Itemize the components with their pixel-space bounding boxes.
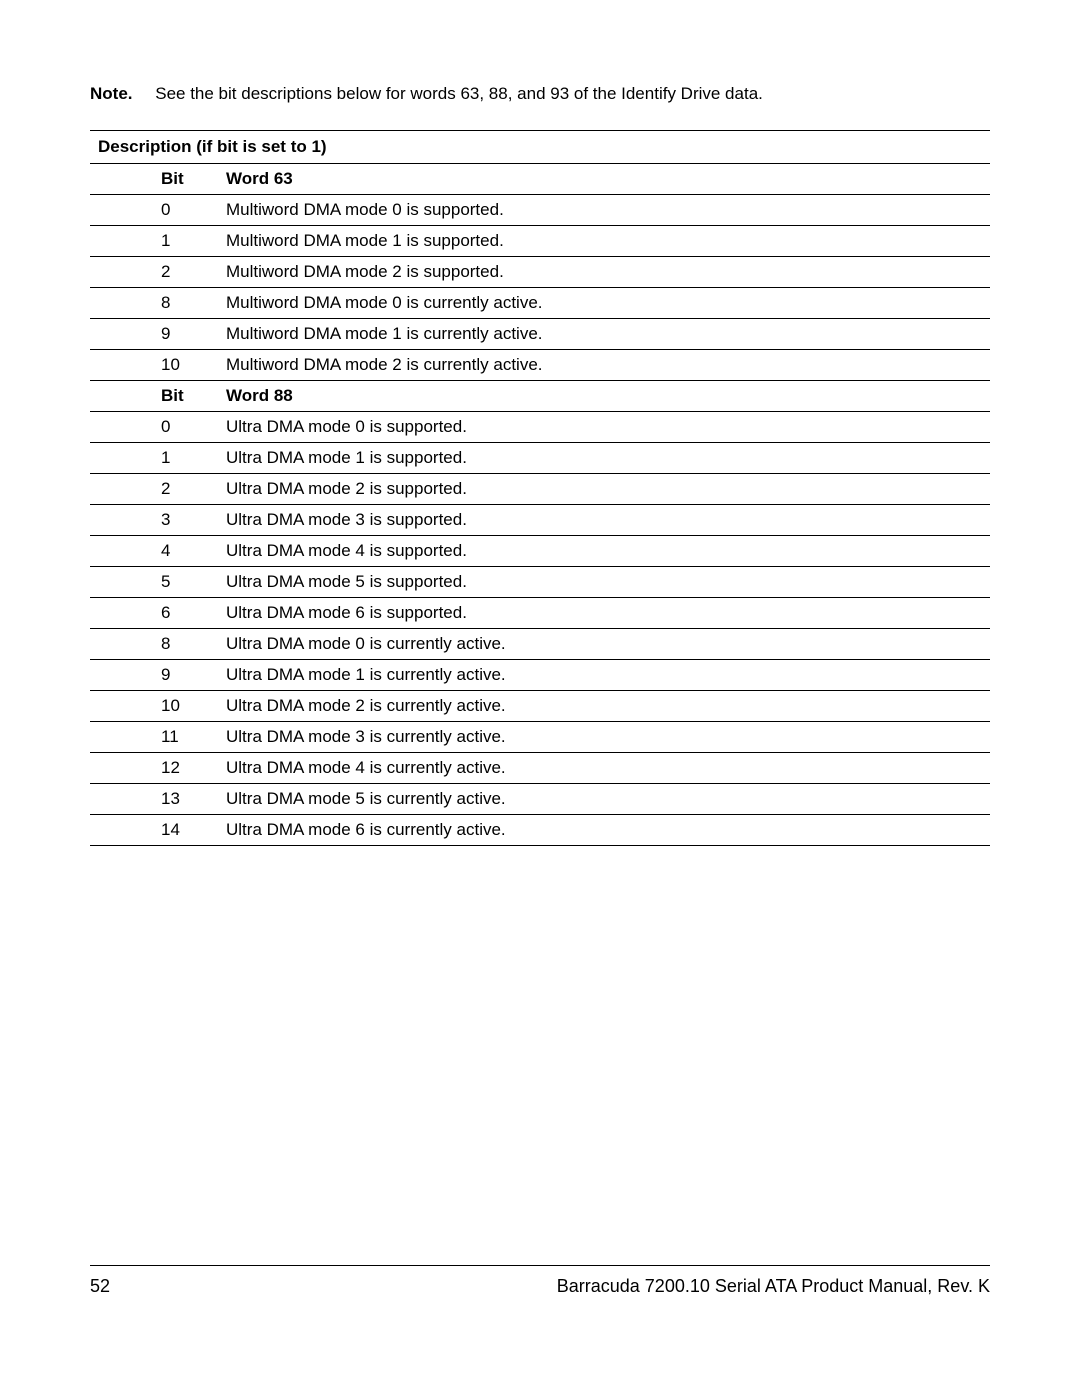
page-footer: 52 Barracuda 7200.10 Serial ATA Product … (90, 1265, 990, 1297)
bit-cell: 3 (153, 505, 218, 536)
indent-cell (90, 691, 153, 722)
desc-cell: Multiword DMA mode 2 is supported. (218, 257, 990, 288)
table-row: 4Ultra DMA mode 4 is supported. (90, 536, 990, 567)
bit-cell: 4 (153, 536, 218, 567)
indent-cell (90, 195, 153, 226)
bit-cell: 10 (153, 691, 218, 722)
table-row: 9Multiword DMA mode 1 is currently activ… (90, 319, 990, 350)
table-row: 8Multiword DMA mode 0 is currently activ… (90, 288, 990, 319)
desc-cell: Ultra DMA mode 1 is supported. (218, 443, 990, 474)
word-header: Word 88 (218, 381, 990, 412)
bit-cell: 8 (153, 288, 218, 319)
table-title: Description (if bit is set to 1) (90, 131, 990, 164)
bit-cell: 6 (153, 598, 218, 629)
table-row: 0Ultra DMA mode 0 is supported. (90, 412, 990, 443)
bit-cell: 9 (153, 660, 218, 691)
section-header-row: BitWord 88 (90, 381, 990, 412)
table-row: 0Multiword DMA mode 0 is supported. (90, 195, 990, 226)
table-title-row: Description (if bit is set to 1) (90, 131, 990, 164)
desc-cell: Ultra DMA mode 2 is currently active. (218, 691, 990, 722)
indent-cell (90, 226, 153, 257)
desc-cell: Multiword DMA mode 0 is currently active… (218, 288, 990, 319)
bit-cell: 11 (153, 722, 218, 753)
desc-cell: Ultra DMA mode 6 is currently active. (218, 815, 990, 846)
desc-cell: Multiword DMA mode 1 is supported. (218, 226, 990, 257)
table-row: 12Ultra DMA mode 4 is currently active. (90, 753, 990, 784)
table-row: 9Ultra DMA mode 1 is currently active. (90, 660, 990, 691)
desc-cell: Multiword DMA mode 2 is currently active… (218, 350, 990, 381)
indent-cell (90, 505, 153, 536)
bit-cell: 5 (153, 567, 218, 598)
indent-cell (90, 257, 153, 288)
bit-cell: 0 (153, 412, 218, 443)
desc-cell: Ultra DMA mode 3 is currently active. (218, 722, 990, 753)
table-row: 5Ultra DMA mode 5 is supported. (90, 567, 990, 598)
word-header: Word 63 (218, 164, 990, 195)
bit-cell: 12 (153, 753, 218, 784)
page-number: 52 (90, 1276, 110, 1297)
bit-cell: 2 (153, 474, 218, 505)
table-row: 8Ultra DMA mode 0 is currently active. (90, 629, 990, 660)
indent-cell (90, 288, 153, 319)
indent-cell (90, 319, 153, 350)
table-body: BitWord 630Multiword DMA mode 0 is suppo… (90, 164, 990, 846)
bit-header: Bit (153, 164, 218, 195)
desc-cell: Ultra DMA mode 4 is supported. (218, 536, 990, 567)
section-header-row: BitWord 63 (90, 164, 990, 195)
table-row: 11Ultra DMA mode 3 is currently active. (90, 722, 990, 753)
indent-cell (90, 567, 153, 598)
note-line: Note. See the bit descriptions below for… (90, 84, 990, 104)
table-row: 6Ultra DMA mode 6 is supported. (90, 598, 990, 629)
indent-cell (90, 784, 153, 815)
bit-cell: 8 (153, 629, 218, 660)
table-row: 3Ultra DMA mode 3 is supported. (90, 505, 990, 536)
desc-cell: Ultra DMA mode 2 is supported. (218, 474, 990, 505)
page: Note. See the bit descriptions below for… (0, 0, 1080, 1397)
desc-cell: Ultra DMA mode 4 is currently active. (218, 753, 990, 784)
bit-cell: 1 (153, 443, 218, 474)
indent-cell (90, 412, 153, 443)
indent-cell (90, 722, 153, 753)
indent-cell (90, 815, 153, 846)
table-row: 2Ultra DMA mode 2 is supported. (90, 474, 990, 505)
bit-cell: 10 (153, 350, 218, 381)
footer-title: Barracuda 7200.10 Serial ATA Product Man… (557, 1276, 990, 1297)
desc-cell: Ultra DMA mode 5 is supported. (218, 567, 990, 598)
table-row: 1Ultra DMA mode 1 is supported. (90, 443, 990, 474)
note-text: See the bit descriptions below for words… (155, 84, 763, 103)
desc-cell: Multiword DMA mode 1 is currently active… (218, 319, 990, 350)
indent-cell (90, 381, 153, 412)
bit-cell: 13 (153, 784, 218, 815)
bit-description-table: Description (if bit is set to 1) BitWord… (90, 130, 990, 846)
indent-cell (90, 474, 153, 505)
indent-cell (90, 443, 153, 474)
bit-cell: 1 (153, 226, 218, 257)
bit-cell: 9 (153, 319, 218, 350)
table-row: 14Ultra DMA mode 6 is currently active. (90, 815, 990, 846)
indent-cell (90, 598, 153, 629)
table-row: 10Multiword DMA mode 2 is currently acti… (90, 350, 990, 381)
desc-cell: Ultra DMA mode 3 is supported. (218, 505, 990, 536)
bit-cell: 14 (153, 815, 218, 846)
indent-cell (90, 753, 153, 784)
indent-cell (90, 164, 153, 195)
table-row: 13Ultra DMA mode 5 is currently active. (90, 784, 990, 815)
table-row: 10Ultra DMA mode 2 is currently active. (90, 691, 990, 722)
table-row: 1Multiword DMA mode 1 is supported. (90, 226, 990, 257)
desc-cell: Ultra DMA mode 0 is supported. (218, 412, 990, 443)
bit-cell: 0 (153, 195, 218, 226)
desc-cell: Ultra DMA mode 0 is currently active. (218, 629, 990, 660)
bit-header: Bit (153, 381, 218, 412)
indent-cell (90, 536, 153, 567)
note-label: Note. (90, 84, 133, 104)
desc-cell: Ultra DMA mode 5 is currently active. (218, 784, 990, 815)
bit-cell: 2 (153, 257, 218, 288)
desc-cell: Multiword DMA mode 0 is supported. (218, 195, 990, 226)
indent-cell (90, 350, 153, 381)
desc-cell: Ultra DMA mode 1 is currently active. (218, 660, 990, 691)
table-row: 2Multiword DMA mode 2 is supported. (90, 257, 990, 288)
desc-cell: Ultra DMA mode 6 is supported. (218, 598, 990, 629)
indent-cell (90, 660, 153, 691)
indent-cell (90, 629, 153, 660)
